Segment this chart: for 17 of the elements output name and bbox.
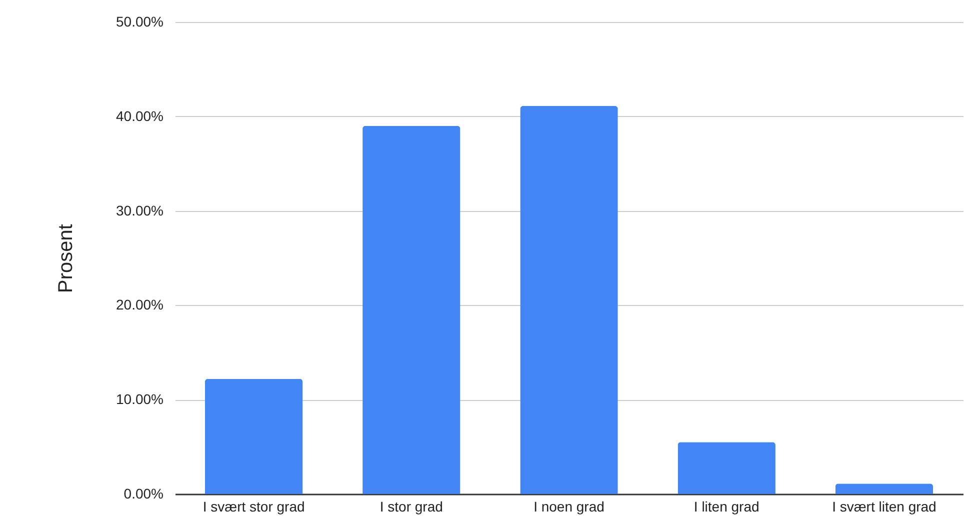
bar [362, 126, 460, 494]
y-tick-label: 10.00% [116, 391, 164, 408]
bar [678, 442, 776, 494]
x-tick-label: I stor grad [380, 498, 443, 514]
y-tick-label: 50.00% [116, 14, 164, 30]
y-tick-label: 30.00% [116, 202, 164, 218]
bar [204, 378, 303, 494]
y-tick-label: 20.00% [116, 296, 164, 313]
bar [520, 106, 618, 494]
y-tick-label: 0.00% [124, 486, 164, 502]
y-tick-label: 40.00% [116, 108, 164, 124]
y-axis-title: Prosent [55, 224, 78, 293]
x-tick-label: I svært stor grad [202, 498, 305, 514]
x-tick-label: I liten grad [694, 498, 760, 514]
x-tick-label: I svært liten grad [832, 498, 936, 514]
x-tick-label: I noen grad [534, 498, 604, 514]
bar [835, 484, 934, 494]
